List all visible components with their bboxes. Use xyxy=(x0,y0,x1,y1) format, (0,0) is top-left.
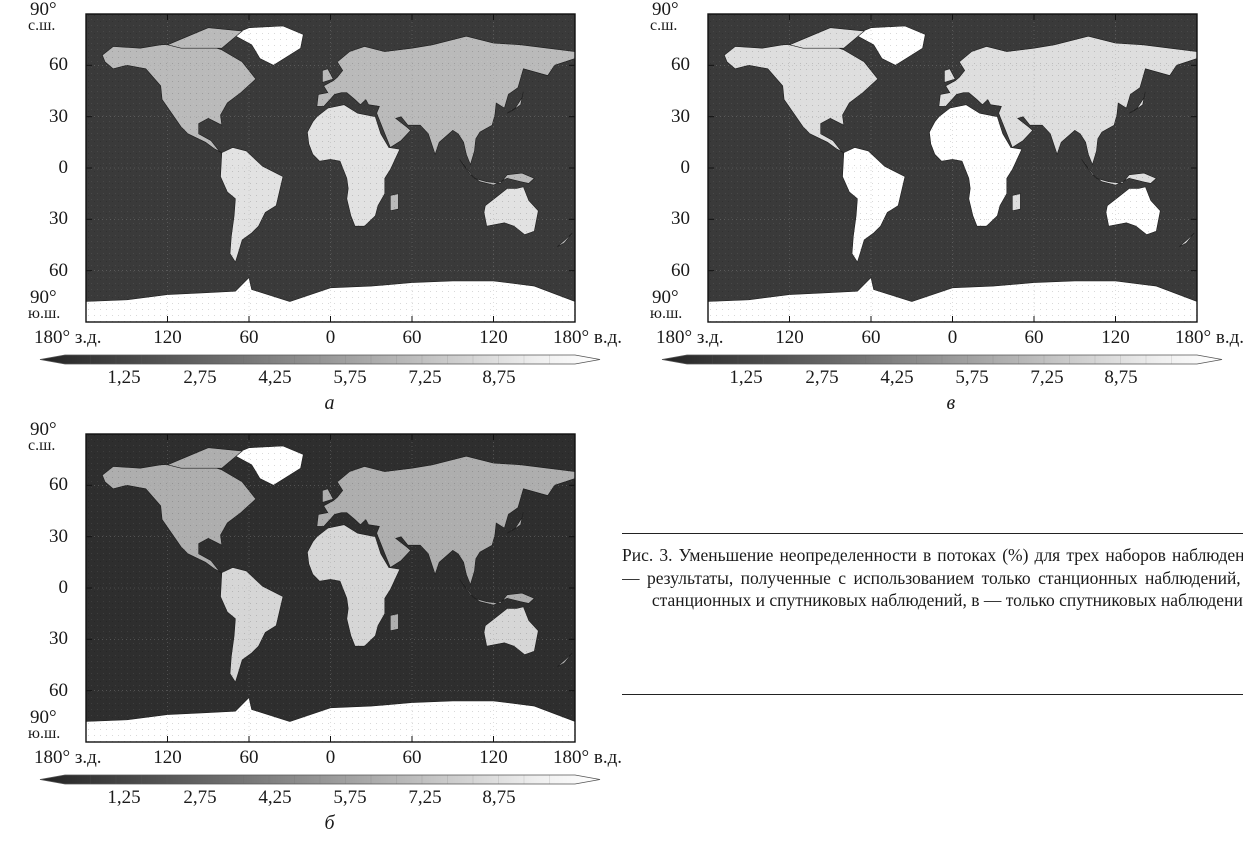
graticule xyxy=(86,434,575,742)
lon-label-5: 120 xyxy=(479,747,508,768)
colorbar-tick-3: 5,75 xyxy=(333,367,367,388)
lat-label-l30s: 30 xyxy=(49,208,68,230)
lat-label-90n: 90° xyxy=(652,0,679,20)
lat-label-l60s: 60 xyxy=(49,679,68,701)
lat-label-l60n: 60 xyxy=(49,54,68,76)
lat-label-l60n: 60 xyxy=(49,474,68,496)
colorbar-tick-2: 4,25 xyxy=(258,787,292,808)
lat-label-l30n: 30 xyxy=(49,525,68,547)
colorbar-tick-5: 8,75 xyxy=(482,787,516,808)
colorbar-tick-2: 4,25 xyxy=(258,367,292,388)
lon-label-4: 60 xyxy=(402,747,422,768)
lat-label-90n: 90° xyxy=(30,419,57,440)
lon-label-5: 120 xyxy=(479,327,508,348)
colorbar-tick-1: 2,75 xyxy=(183,367,217,388)
graticule xyxy=(86,14,575,322)
lat-label-90s: 90° xyxy=(652,287,679,308)
lon-label-3: 0 xyxy=(947,327,958,348)
lon-label-6: 180° в.д. xyxy=(553,327,622,348)
lat-label-l0: 0 xyxy=(680,157,691,178)
lat-label-90n: 90° xyxy=(30,0,57,20)
graticule xyxy=(708,14,1197,322)
colorbar-tick-4: 7,25 xyxy=(1030,367,1064,388)
map-panel-b: 90° с.ш. 60 30 0 30 60 90° ю.ш. 180° з.д. 120 60 0 60… xyxy=(0,419,622,841)
lat-label-l60s: 60 xyxy=(49,259,68,281)
lon-label-3: 0 xyxy=(325,747,336,768)
lat-label-l60n: 60 xyxy=(671,54,690,76)
lat-label-south-suffix: ю.ш. xyxy=(28,725,61,742)
lon-label-1: 120 xyxy=(153,747,182,768)
lon-label-5: 120 xyxy=(1101,327,1130,348)
lon-label-1: 120 xyxy=(775,327,804,348)
colorbar-tick-4: 7,25 xyxy=(408,367,442,388)
colorbar-tick-3: 5,75 xyxy=(955,367,989,388)
colorbar-tick-2: 4,25 xyxy=(880,367,914,388)
map-svg xyxy=(661,13,1223,365)
map-svg xyxy=(39,13,601,365)
lon-label-1: 120 xyxy=(153,327,182,348)
lat-label-l0: 0 xyxy=(58,577,69,598)
colorbar xyxy=(661,354,1223,365)
map-panel-a: 90° с.ш. 60 30 0 30 60 90° ю.ш. 180° з.д. 120 60 0 60… xyxy=(0,0,622,420)
colorbar-tick-5: 8,75 xyxy=(1104,367,1138,388)
lon-label-0: 180° з.д. xyxy=(34,747,102,768)
lon-label-4: 60 xyxy=(1024,327,1044,348)
lat-label-l0: 0 xyxy=(58,157,69,178)
colorbar-tick-0: 1,25 xyxy=(107,787,141,808)
lat-label-l30n: 30 xyxy=(49,105,68,127)
lat-label-north-suffix: с.ш. xyxy=(28,17,56,34)
lon-label-2: 60 xyxy=(239,747,259,768)
lat-label-south-suffix: ю.ш. xyxy=(28,305,61,322)
figure-caption: Рис. 3. Уменьшение неопределенности в по… xyxy=(622,545,1243,610)
lon-label-0: 180° з.д. xyxy=(34,327,102,348)
map-panel-v: 90° с.ш. 60 30 0 30 60 90° ю.ш. 180° з.д. 120 60 0 60… xyxy=(622,0,1243,420)
lat-label-90s: 90° xyxy=(30,707,57,728)
colorbar-tick-3: 5,75 xyxy=(333,787,367,808)
colorbar xyxy=(39,354,601,365)
colorbar-tick-1: 2,75 xyxy=(183,787,217,808)
panel-label: а xyxy=(324,392,335,414)
lat-label-l30n: 30 xyxy=(671,105,690,127)
lat-label-south-suffix: ю.ш. xyxy=(650,305,683,322)
lat-label-north-suffix: с.ш. xyxy=(650,17,678,34)
lat-label-l60s: 60 xyxy=(671,259,690,281)
lon-label-4: 60 xyxy=(402,327,422,348)
figure-caption-box: Рис. 3. Уменьшение неопределенности в по… xyxy=(622,533,1243,695)
lat-label-l30s: 30 xyxy=(671,208,690,230)
lat-label-l30s: 30 xyxy=(49,628,68,650)
lon-label-6: 180° в.д. xyxy=(1175,327,1243,348)
lat-label-90s: 90° xyxy=(30,287,57,308)
colorbar-tick-0: 1,25 xyxy=(107,367,141,388)
lon-label-6: 180° в.д. xyxy=(553,747,622,768)
panel-label: б xyxy=(324,812,335,834)
lat-label-north-suffix: с.ш. xyxy=(28,437,56,454)
map-svg xyxy=(39,433,601,785)
colorbar-tick-0: 1,25 xyxy=(729,367,763,388)
lon-label-3: 0 xyxy=(325,327,336,348)
colorbar xyxy=(39,774,601,785)
lon-label-2: 60 xyxy=(861,327,881,348)
colorbar-tick-4: 7,25 xyxy=(408,787,442,808)
panel-label: в xyxy=(946,392,956,414)
colorbar-tick-1: 2,75 xyxy=(805,367,839,388)
lon-label-2: 60 xyxy=(239,327,259,348)
lon-label-0: 180° з.д. xyxy=(656,327,724,348)
colorbar-tick-5: 8,75 xyxy=(482,367,516,388)
